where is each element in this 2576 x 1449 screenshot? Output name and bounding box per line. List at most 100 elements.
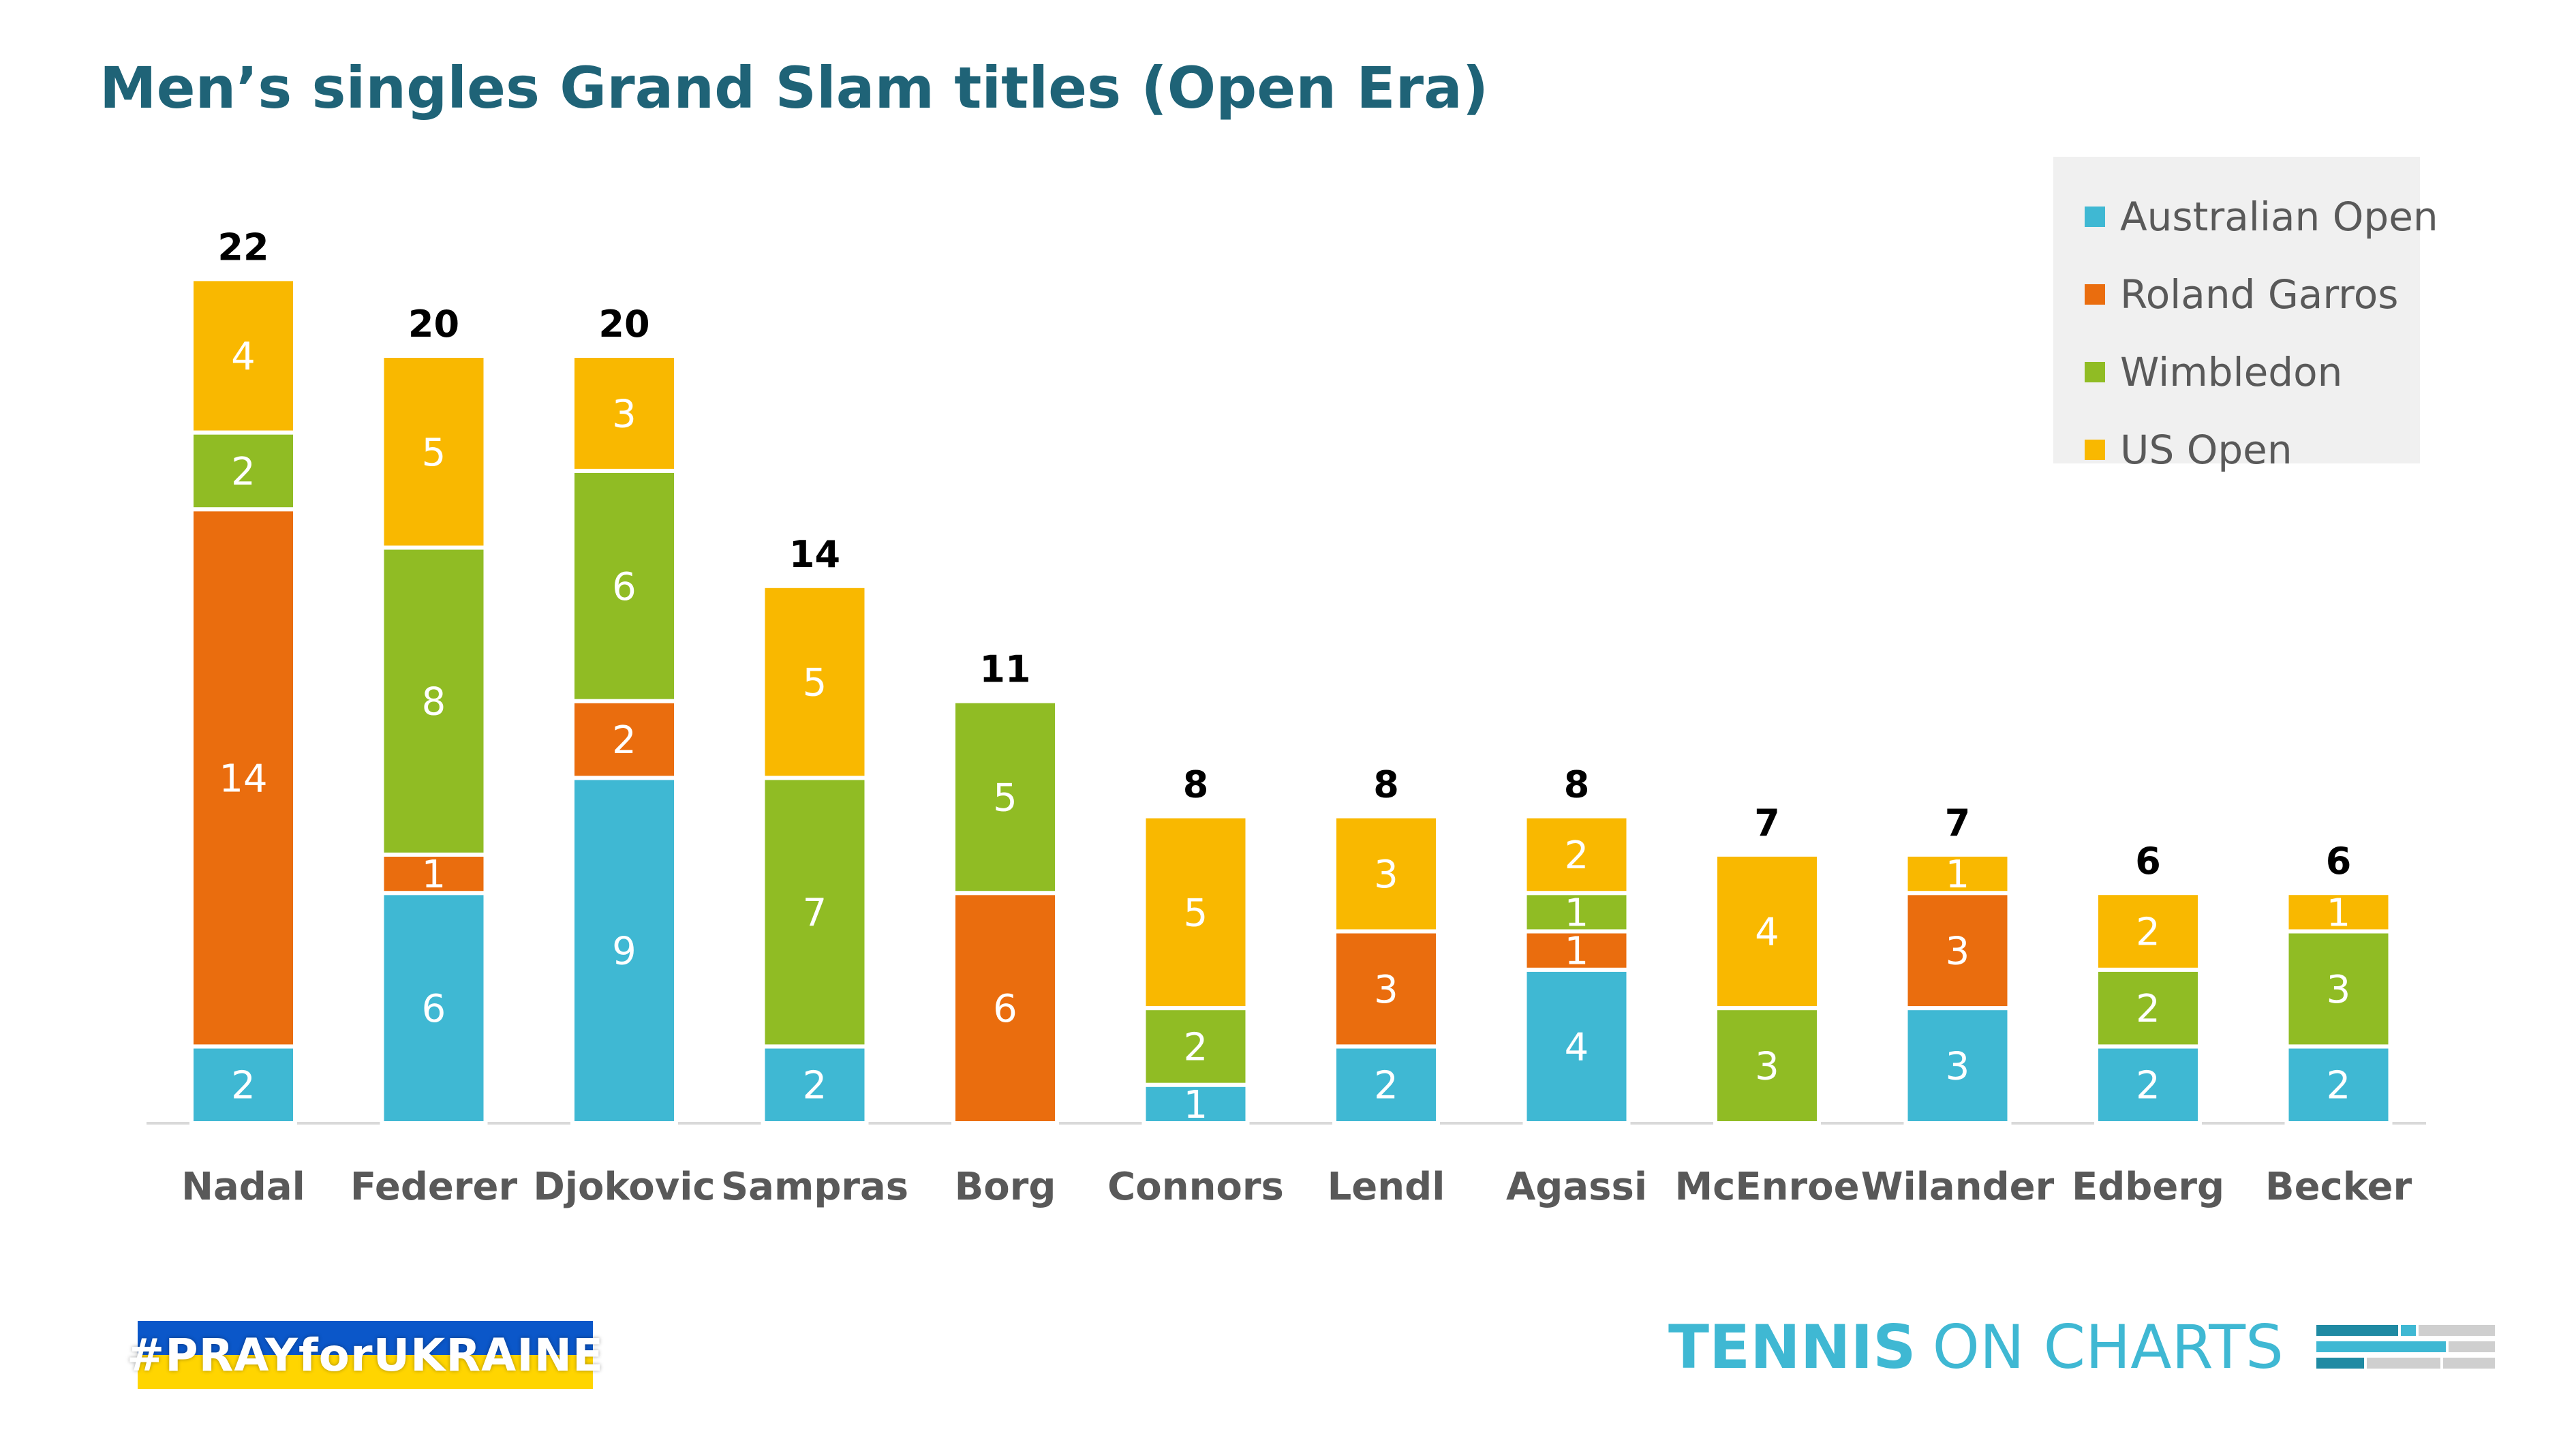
segment-value-label: 3 [1374,968,1398,1012]
flag-yellow-stripe [138,1355,593,1389]
segment-value-label: 2 [2136,911,2160,955]
category-label-edberg: Edberg [2072,1165,2224,1209]
legend-label-wimbledon: Wimbledon [2120,349,2343,395]
bar-segment-agassi-us-open [1522,814,1631,896]
brand-logo: TENNIS ON CHARTS [1668,1312,2496,1382]
legend-swatch-roland-garros [2085,284,2105,305]
category-label-djokovic: Djokovic [533,1165,715,1209]
bar-segment-connors-australian-open [1141,1082,1250,1125]
legend: Australian Open Roland Garros Wimbledon … [2053,157,2438,473]
total-value-label: 20 [598,303,649,346]
segment-value-label: 2 [612,718,637,763]
bar-segment-wilander-australian-open [1903,1006,2012,1125]
segment-value-label: 1 [1565,891,1589,935]
category-label-lendl: Lendl [1328,1165,1445,1209]
legend-swatch-wimbledon [2085,362,2105,382]
bar-segment-borg-roland-garros [951,891,1059,1125]
segment-value-label: 3 [612,392,637,436]
total-value-label: 8 [1564,763,1590,806]
segment-value-label: 5 [803,661,827,705]
segment-value-label: 2 [2136,987,2160,1031]
bars-group [189,277,2393,1126]
bar-segment-federer-australian-open [380,891,488,1125]
segment-value-label: 1 [2327,891,2351,935]
total-value-label: 6 [2326,840,2352,883]
segment-value-label: 3 [2327,968,2351,1012]
bar-segment-edberg-australian-open [2094,1044,2202,1126]
bar-segment-djokovic-wimbledon [570,468,678,703]
category-label-borg: Borg [955,1165,1056,1209]
bar-segment-lendl-roland-garros [1332,929,1440,1049]
bar-segment-becker-us-open [2284,891,2393,934]
legend-label-australian-open: Australian Open [2120,194,2438,240]
labels-group: 2142422Nadal618520Federer926320Djokovic2… [181,226,2412,1209]
legend-item-australian-open: Australian Open [2085,189,2438,244]
category-label-sampras: Sampras [721,1165,908,1209]
bar-segment-connors-wimbledon [1141,1006,1250,1087]
segment-value-label: 2 [1565,834,1589,878]
total-value-label: 11 [979,648,1030,691]
category-label-nadal: Nadal [181,1165,305,1209]
legend-swatch-australian-open [2085,207,2105,227]
segment-value-label: 2 [231,450,256,494]
segment-value-label: 1 [1946,853,1970,897]
segment-value-label: 2 [1184,1025,1208,1069]
bar-segment-djokovic-us-open [570,354,678,473]
legend-item-wimbledon: Wimbledon [2085,345,2342,399]
bar-chart-logo-icon [2316,1324,2495,1369]
flag-blue-stripe [138,1321,593,1355]
segment-value-label: 4 [231,335,256,379]
segment-value-label: 6 [993,987,1017,1031]
segment-value-label: 9 [612,930,637,974]
bar-segment-lendl-us-open [1332,814,1440,934]
segment-value-label: 8 [422,680,446,724]
brand-name-light: ON CHARTS [1932,1312,2284,1382]
segment-value-label: 3 [1946,930,1970,974]
legend-item-us-open: US Open [2085,423,2293,477]
legend-item-roland-garros: Roland Garros [2085,267,2398,322]
total-value-label: 14 [789,533,840,576]
bar-segment-federer-us-open [380,354,488,550]
category-label-wilander: Wilander [1861,1165,2055,1209]
total-value-label: 22 [217,226,269,269]
bar-segment-nadal-us-open [189,277,297,435]
category-label-becker: Becker [2265,1165,2412,1209]
segment-value-label: 6 [422,987,446,1031]
segment-value-label: 5 [422,431,446,475]
segment-value-label: 14 [219,757,267,801]
bar-segment-nadal-roland-garros [189,507,297,1049]
bar-segment-lendl-australian-open [1332,1044,1440,1126]
total-value-label: 7 [1945,802,1971,844]
category-label-agassi: Agassi [1506,1165,1647,1209]
bar-segment-connors-us-open [1141,814,1250,1011]
segment-value-label: 5 [993,776,1017,820]
total-value-label: 7 [1754,802,1780,844]
segment-value-label: 3 [1946,1045,1970,1089]
segment-value-label: 2 [1374,1064,1398,1108]
bar-segment-agassi-australian-open [1522,967,1631,1126]
segment-value-label: 2 [231,1064,256,1108]
segment-value-label: 6 [612,565,637,609]
bar-segment-federer-wimbledon [380,545,488,857]
segment-value-label: 5 [1184,891,1208,935]
segment-value-label: 1 [1184,1083,1208,1127]
bar-segment-wilander-us-open [1903,852,2012,896]
segment-value-label: 1 [1565,930,1589,974]
segment-value-label: 7 [803,891,827,935]
bar-segment-mcenroe-wimbledon [1713,1006,1821,1125]
category-label-mcenroe: McEnroe [1674,1165,1859,1209]
segment-value-label: 2 [2327,1064,2351,1108]
total-value-label: 8 [1183,763,1209,806]
pray-for-ukraine-text: #PRAYforUKRAINE [126,1328,604,1382]
legend-label-us-open: US Open [2120,427,2293,473]
bar-segment-djokovic-australian-open [570,776,678,1126]
category-label-federer: Federer [350,1165,518,1209]
segment-value-label: 2 [803,1064,827,1108]
total-value-label: 20 [408,303,459,346]
legend-swatch-us-open [2085,440,2105,460]
segment-value-label: 4 [1565,1025,1589,1069]
bar-segment-becker-wimbledon [2284,929,2393,1049]
bar-segment-edberg-us-open [2094,891,2202,972]
category-label-connors: Connors [1107,1165,1284,1209]
